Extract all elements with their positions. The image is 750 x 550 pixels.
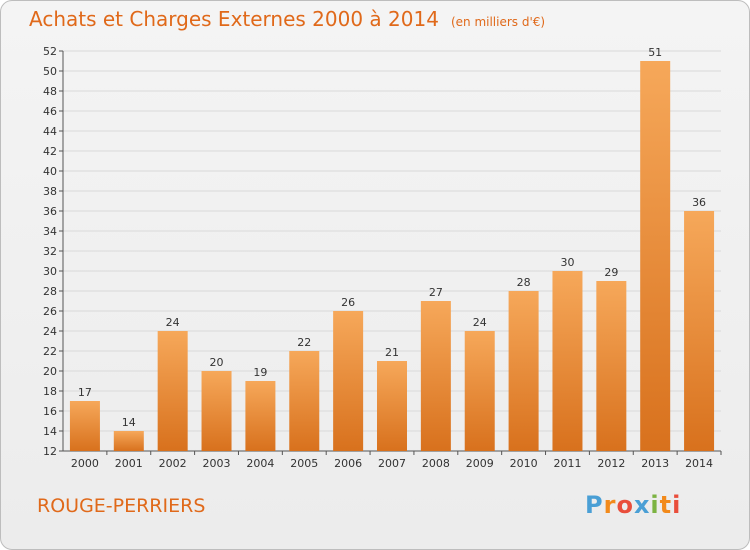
logo-letter: i: [672, 491, 682, 519]
chart-subtitle: (en milliers d'€): [450, 15, 546, 29]
x-tick-label: 2014: [685, 457, 713, 470]
bar-value-label: 24: [473, 316, 487, 329]
y-tick-label: 28: [43, 285, 57, 298]
x-tick-label: 2000: [71, 457, 99, 470]
y-tick-label: 14: [43, 425, 57, 438]
logo-letter: r: [603, 491, 617, 519]
value-labels: 17 2000 14 2001 24 2002 20 2003 19 2004 22 2005 26 20…: [71, 46, 713, 470]
y-tick-label: 12: [43, 445, 57, 458]
x-tick-label: 2003: [203, 457, 231, 470]
x-tick-label: 2007: [378, 457, 406, 470]
x-tick-label: 2010: [510, 457, 538, 470]
y-tick-label: 46: [43, 105, 57, 118]
y-tick-label: 42: [43, 145, 57, 158]
bar-value-label: 14: [122, 416, 136, 429]
bar: [377, 361, 407, 451]
title-row: Achats et Charges Externes 2000 à 2014 (e…: [29, 7, 545, 31]
bar: [201, 371, 232, 451]
y-tick-label: 18: [43, 385, 57, 398]
bar-value-label: 51: [648, 46, 662, 59]
y-tick-label: 30: [43, 265, 57, 278]
bar-value-label: 17: [78, 386, 92, 399]
x-tick-label: 2008: [422, 457, 450, 470]
bar: [508, 291, 539, 451]
y-tick-label: 32: [43, 245, 57, 258]
bar: [596, 281, 627, 451]
logo-letter: o: [616, 491, 634, 519]
y-tick-label: 48: [43, 85, 57, 98]
bar: [464, 331, 495, 451]
bar: [333, 311, 364, 451]
bar: [289, 351, 320, 451]
y-tick-label: 44: [43, 125, 57, 138]
y-tick-label: 40: [43, 165, 57, 178]
bar-value-label: 28: [517, 276, 531, 289]
bar-value-label: 26: [341, 296, 355, 309]
y-tick-label: 24: [43, 325, 57, 338]
x-tick-label: 2002: [159, 457, 187, 470]
x-tick-label: 2013: [641, 457, 669, 470]
bar: [552, 271, 583, 451]
x-tick-label: 2011: [553, 457, 581, 470]
bar: [640, 61, 671, 451]
y-tick-label: 52: [43, 45, 57, 58]
logo-letter: t: [659, 491, 673, 519]
proxiti-logo[interactable]: Proxiti: [585, 491, 681, 519]
logo-letter: x: [633, 491, 651, 519]
bar-value-label: 30: [560, 256, 574, 269]
bar-value-label: 22: [297, 336, 311, 349]
x-tick-label: 2009: [466, 457, 494, 470]
bar: [113, 431, 144, 451]
x-tick-label: 2001: [115, 457, 143, 470]
bar: [684, 211, 715, 451]
bar: [69, 401, 100, 451]
bar-value-label: 21: [385, 346, 399, 359]
x-tick-label: 2012: [597, 457, 625, 470]
bar-value-label: 24: [166, 316, 180, 329]
bar-value-label: 29: [604, 266, 618, 279]
chart-title: Achats et Charges Externes 2000 à 2014: [29, 7, 439, 31]
bar: [157, 331, 188, 451]
y-tick-label: 26: [43, 305, 57, 318]
x-tick-label: 2004: [246, 457, 274, 470]
y-tick-label: 22: [43, 345, 57, 358]
x-tick-label: 2006: [334, 457, 362, 470]
logo-letter: P: [585, 491, 604, 519]
bar-value-label: 36: [692, 196, 706, 209]
bars: [69, 61, 715, 451]
y-tick-label: 50: [43, 65, 57, 78]
bar: [420, 301, 451, 451]
y-tick-label: 38: [43, 185, 57, 198]
logo-letter: i: [650, 491, 660, 519]
bar: [245, 381, 276, 451]
y-tick-label: 36: [43, 205, 57, 218]
y-tick-label: 20: [43, 365, 57, 378]
bar-value-label: 27: [429, 286, 443, 299]
bar-value-label: 20: [210, 356, 224, 369]
commune-name: ROUGE-PERRIERS: [37, 495, 206, 517]
x-tick-label: 2005: [290, 457, 318, 470]
y-tick-label: 34: [43, 225, 57, 238]
bar-value-label: 19: [253, 366, 267, 379]
y-tick-label: 16: [43, 405, 57, 418]
